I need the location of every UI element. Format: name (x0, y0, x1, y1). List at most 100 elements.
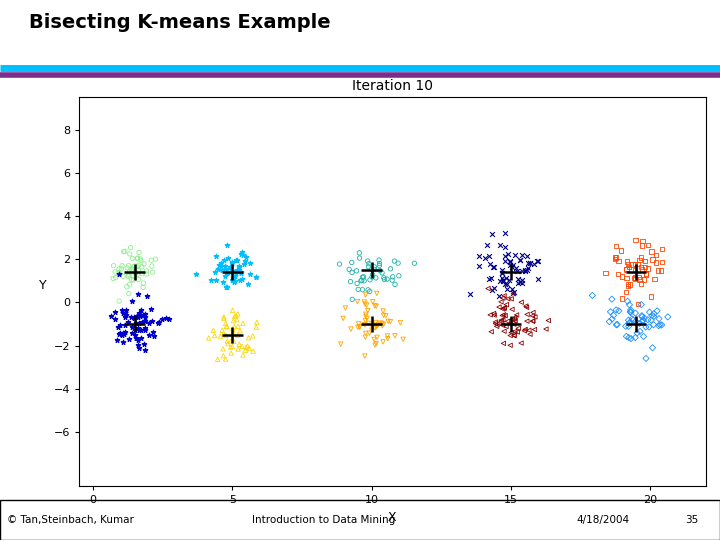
Point (490, 319, 501, 328)
Point (119, 247, 130, 256)
Point (369, 301, 381, 310)
Point (512, 279, 523, 288)
Point (163, 314, 175, 323)
Point (361, 301, 372, 309)
Point (636, 317, 648, 326)
Point (514, 278, 526, 286)
Point (513, 324, 524, 333)
Point (238, 319, 249, 328)
Point (616, 246, 627, 255)
Point (135, 306, 147, 315)
Point (224, 263, 235, 272)
Point (389, 256, 400, 265)
Point (228, 316, 239, 325)
Point (356, 273, 368, 281)
Point (233, 340, 245, 348)
Point (379, 275, 390, 284)
Point (499, 279, 510, 288)
Point (136, 269, 148, 278)
Point (343, 265, 355, 274)
Point (221, 283, 233, 292)
Point (636, 279, 647, 288)
Point (227, 306, 238, 315)
Point (141, 292, 153, 301)
Text: 35: 35 (685, 515, 698, 525)
Title: Iteration 10: Iteration 10 (352, 79, 433, 93)
Point (345, 325, 356, 333)
Point (235, 250, 247, 259)
Point (374, 266, 386, 275)
Point (215, 262, 227, 271)
Point (483, 252, 495, 260)
Point (230, 255, 241, 264)
Point (228, 274, 239, 282)
Point (509, 313, 521, 322)
Point (519, 267, 531, 275)
Point (389, 332, 400, 340)
Point (126, 266, 138, 274)
Point (632, 300, 644, 308)
Point (132, 289, 144, 298)
Point (630, 235, 642, 244)
Point (629, 274, 640, 282)
Point (509, 327, 521, 336)
Point (148, 328, 159, 337)
Point (620, 322, 631, 330)
Point (652, 266, 664, 275)
Point (109, 315, 121, 323)
Point (370, 274, 382, 282)
Point (505, 294, 517, 303)
Point (507, 263, 518, 272)
Point (222, 254, 234, 263)
Point (218, 330, 230, 339)
Point (132, 254, 143, 262)
Point (356, 276, 367, 285)
Point (131, 271, 143, 279)
Point (233, 262, 245, 271)
Point (500, 300, 512, 309)
Point (359, 333, 371, 341)
Point (409, 259, 420, 267)
Point (354, 254, 365, 262)
Point (481, 240, 492, 249)
Point (497, 276, 508, 285)
Point (500, 274, 512, 282)
Point (640, 354, 652, 363)
Point (372, 320, 384, 329)
Point (650, 258, 662, 267)
Point (217, 345, 229, 353)
Point (640, 269, 652, 278)
Point (235, 269, 246, 278)
Point (352, 323, 364, 332)
Point (120, 313, 131, 322)
Point (500, 322, 512, 331)
Point (369, 335, 380, 343)
Point (346, 295, 358, 303)
Point (370, 321, 382, 330)
Point (108, 261, 120, 270)
Point (655, 266, 667, 275)
Point (121, 282, 132, 291)
Point (353, 285, 364, 294)
Point (221, 268, 233, 277)
Point (250, 273, 261, 281)
Point (245, 259, 256, 267)
Point (387, 276, 398, 285)
Point (346, 268, 358, 276)
Point (611, 320, 622, 329)
Point (367, 298, 379, 306)
Point (220, 319, 231, 328)
Point (498, 304, 510, 313)
Point (605, 307, 616, 316)
Point (506, 315, 518, 323)
Point (225, 343, 236, 352)
Point (229, 322, 240, 331)
Point (222, 241, 233, 249)
Point (364, 287, 376, 296)
Point (139, 313, 150, 322)
Point (212, 264, 224, 273)
Point (473, 262, 485, 271)
Point (221, 322, 233, 331)
Point (361, 314, 373, 322)
Point (213, 261, 225, 269)
